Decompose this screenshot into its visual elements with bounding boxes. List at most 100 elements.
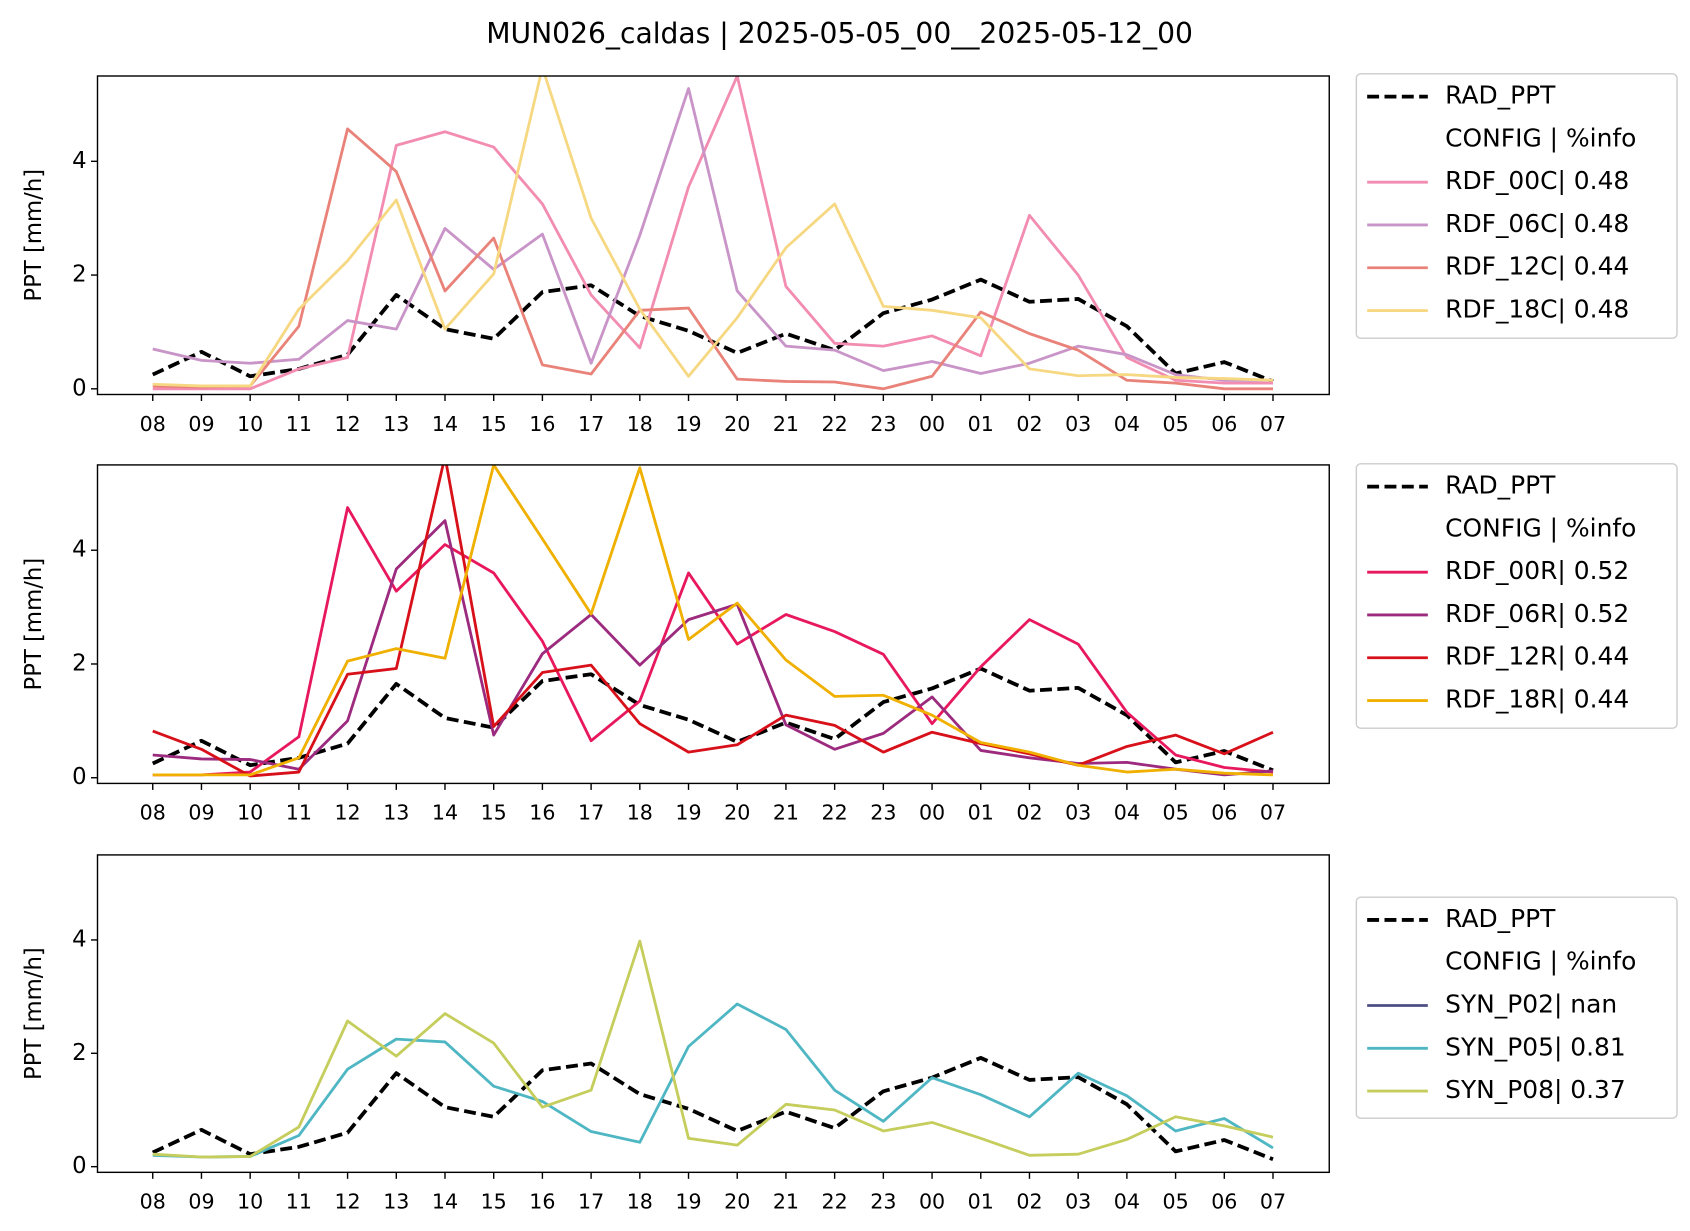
x-tick-label: 04 xyxy=(1114,801,1140,825)
legend-label: RDF_12C| 0.44 xyxy=(1445,252,1629,281)
plot-area xyxy=(151,76,1274,391)
x-tick-label: 16 xyxy=(529,801,555,825)
x-tick-label: 21 xyxy=(773,801,799,825)
x-tick-label: 04 xyxy=(1114,1190,1140,1214)
series-line xyxy=(151,666,1274,773)
x-tick-label: 10 xyxy=(237,412,263,436)
legend-box xyxy=(1355,896,1678,1119)
x-tick-label: 10 xyxy=(237,801,263,825)
y-tick-label: 0 xyxy=(72,1153,86,1179)
plot-area xyxy=(151,464,1274,778)
x-tick-label: 23 xyxy=(870,801,896,825)
series-line xyxy=(152,127,1274,391)
legend-box xyxy=(1355,463,1678,729)
x-tick-label: 21 xyxy=(773,1190,799,1214)
series-line xyxy=(152,1002,1274,1159)
series-line xyxy=(152,519,1274,777)
legend-header: CONFIG | %info xyxy=(1445,513,1636,542)
series-line xyxy=(152,464,1274,778)
x-tick-label: 03 xyxy=(1065,801,1091,825)
x-tick-label: 19 xyxy=(675,801,701,825)
x-tick-label: 20 xyxy=(724,412,750,436)
legend-label: RAD_PPT xyxy=(1445,81,1556,110)
x-tick-label: 09 xyxy=(188,412,214,436)
legend-label: RDF_00C| 0.48 xyxy=(1445,166,1629,195)
x-tick-label: 08 xyxy=(140,801,166,825)
x-tick-label: 14 xyxy=(432,801,458,825)
axes-frame xyxy=(96,75,1330,396)
x-tick-label: 01 xyxy=(968,412,994,436)
x-tick-label: 17 xyxy=(578,1190,604,1214)
x-tick-label: 04 xyxy=(1114,412,1140,436)
x-tick-label: 00 xyxy=(919,801,945,825)
series-line xyxy=(152,87,1274,382)
x-tick-label: 17 xyxy=(578,801,604,825)
x-tick-label: 11 xyxy=(286,1190,312,1214)
x-tick-label: 05 xyxy=(1162,801,1188,825)
y-tick-label: 2 xyxy=(72,262,86,288)
x-tick-label: 10 xyxy=(237,1190,263,1214)
y-tick-label: 2 xyxy=(72,650,86,676)
x-tick-label: 06 xyxy=(1211,412,1237,436)
x-tick-label: 11 xyxy=(286,801,312,825)
legend-header: CONFIG | %info xyxy=(1445,123,1636,152)
series-line xyxy=(152,76,1274,391)
x-tick-label: 12 xyxy=(334,1190,360,1214)
x-tick-label: 09 xyxy=(188,1190,214,1214)
series-line xyxy=(152,76,1274,388)
x-tick-label: 03 xyxy=(1065,1190,1091,1214)
x-tick-label: 00 xyxy=(919,412,945,436)
series-line xyxy=(152,939,1274,1159)
x-tick-label: 17 xyxy=(578,412,604,436)
x-tick-label: 23 xyxy=(870,1190,896,1214)
legend-label: RDF_06C| 0.48 xyxy=(1445,209,1629,238)
legend-label: RDF_06R| 0.52 xyxy=(1445,599,1629,628)
x-tick-label: 18 xyxy=(627,412,653,436)
x-tick-label: 20 xyxy=(724,1190,750,1214)
x-tick-label: 00 xyxy=(919,1190,945,1214)
x-tick-label: 06 xyxy=(1211,801,1237,825)
y-tick-label: 4 xyxy=(72,537,86,563)
legend-label: SYN_P05| 0.81 xyxy=(1445,1032,1626,1061)
x-tick-label: 12 xyxy=(334,412,360,436)
x-tick-label: 15 xyxy=(481,412,507,436)
x-tick-label: 16 xyxy=(529,412,555,436)
x-tick-label: 14 xyxy=(432,1190,458,1214)
x-tick-label: 07 xyxy=(1260,412,1286,436)
x-tick-label: 14 xyxy=(432,412,458,436)
x-tick-label: 20 xyxy=(724,801,750,825)
x-tick-label: 09 xyxy=(188,801,214,825)
x-tick-label: 22 xyxy=(822,801,848,825)
x-tick-label: 02 xyxy=(1016,412,1042,436)
x-tick-label: 06 xyxy=(1211,1190,1237,1214)
x-tick-label: 19 xyxy=(675,412,701,436)
x-tick-label: 08 xyxy=(140,1190,166,1214)
legend-label: RDF_18R| 0.44 xyxy=(1445,685,1629,714)
x-tick-label: 16 xyxy=(529,1190,555,1214)
legend-label: RDF_00R| 0.52 xyxy=(1445,556,1629,585)
x-tick-label: 08 xyxy=(140,412,166,436)
legend-label: SYN_P02| nan xyxy=(1445,990,1617,1019)
legend-label: RAD_PPT xyxy=(1445,471,1556,500)
x-tick-label: 05 xyxy=(1162,412,1188,436)
x-tick-label: 18 xyxy=(627,801,653,825)
x-tick-label: 12 xyxy=(334,801,360,825)
x-tick-label: 01 xyxy=(968,1190,994,1214)
x-tick-label: 03 xyxy=(1065,412,1091,436)
x-tick-label: 15 xyxy=(481,801,507,825)
figure-title: MUN026_caldas | 2025-05-05_00__2025-05-1… xyxy=(486,17,1193,50)
plot-area xyxy=(151,939,1274,1162)
x-tick-label: 18 xyxy=(627,1190,653,1214)
legend-box xyxy=(1355,73,1678,339)
legend-label: SYN_P08| 0.37 xyxy=(1445,1075,1626,1104)
x-tick-label: 13 xyxy=(383,801,409,825)
x-tick-label: 07 xyxy=(1260,1190,1286,1214)
x-tick-label: 22 xyxy=(822,1190,848,1214)
y-tick-label: 4 xyxy=(72,926,86,952)
x-tick-label: 01 xyxy=(968,801,994,825)
x-tick-label: 15 xyxy=(481,1190,507,1214)
legend-label: RDF_18C| 0.48 xyxy=(1445,295,1629,324)
x-tick-label: 21 xyxy=(773,412,799,436)
series-line xyxy=(152,464,1274,777)
